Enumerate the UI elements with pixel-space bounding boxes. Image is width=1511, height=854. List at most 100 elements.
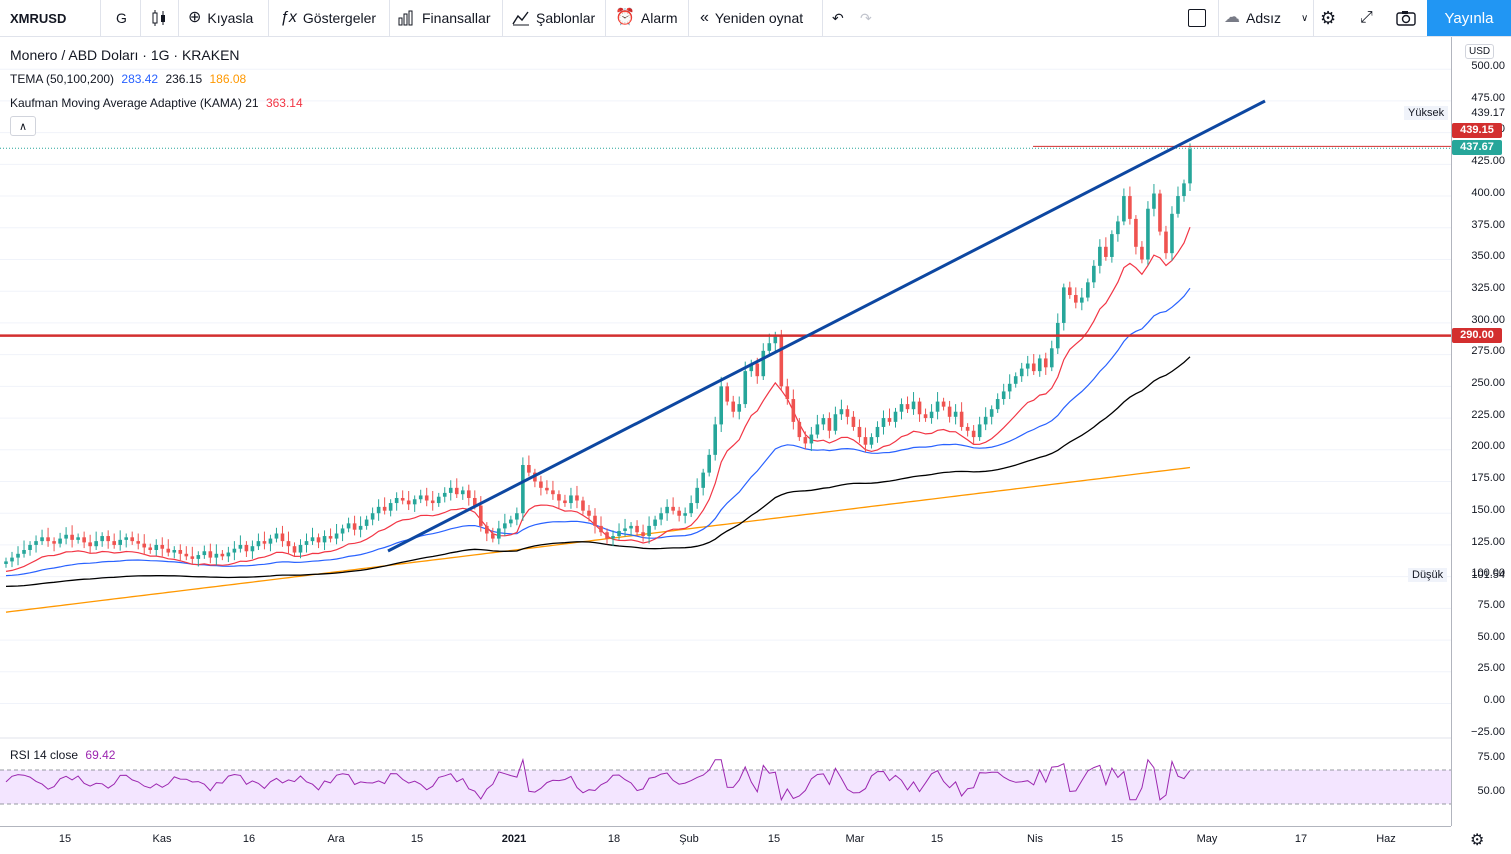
expand-button[interactable]: ⤢ [1360, 0, 1373, 36]
toolbar-divider [605, 0, 606, 36]
tema-name: TEMA (50,100,200) [10, 72, 115, 86]
tema-100-line [5, 356, 1191, 588]
candle-body [46, 537, 50, 542]
price-scale-label: 300.00 [1471, 313, 1505, 326]
candle-body [364, 519, 369, 526]
candle-body [683, 513, 687, 516]
candle-body [1116, 221, 1120, 235]
publish-button[interactable]: Yayınla [1427, 0, 1511, 36]
tema-legend[interactable]: TEMA (50,100,200) 283.42 236.15 186.08 [10, 72, 246, 86]
chart-type-button[interactable] [150, 0, 168, 36]
candle-body [118, 539, 122, 545]
financials-button[interactable]: Finansallar [398, 0, 490, 36]
candle-body [22, 549, 26, 554]
symbol-search-button[interactable]: XMRUSD [10, 10, 67, 26]
candle-body [749, 363, 754, 372]
candle-body [466, 490, 471, 498]
candle-body [232, 548, 237, 553]
settings-button[interactable]: ⚙ [1320, 0, 1336, 36]
price-scale-label: 125.00 [1471, 535, 1505, 548]
tema-50-line [5, 287, 1191, 577]
cloud-icon: ☁ [1224, 9, 1240, 26]
candle-body [635, 525, 639, 533]
alert-button[interactable]: ⏰ Alarm [615, 0, 677, 36]
candle-body [551, 490, 555, 495]
candle-body [196, 555, 201, 559]
snapshot-button[interactable] [1396, 0, 1416, 36]
horizontal-line-tag[interactable]: 290.00 [1452, 328, 1502, 343]
candle-body [485, 525, 489, 534]
candle-body [947, 406, 952, 417]
candle-body [1176, 196, 1180, 214]
candle-body [280, 533, 285, 542]
time-axis[interactable] [0, 826, 1451, 854]
chevron-down-icon: ∨ [1301, 12, 1309, 24]
candle-body [629, 525, 633, 529]
candle-body [1049, 348, 1054, 368]
candle-body [346, 523, 351, 529]
candle-body [358, 525, 363, 530]
candle-body [821, 418, 826, 425]
candle-body [1146, 208, 1150, 260]
redo-button[interactable]: ↷ [860, 0, 872, 36]
layout-name-button[interactable]: ☁ Adsız ∨ [1224, 0, 1308, 36]
candle-body [755, 363, 760, 377]
undo-button[interactable]: ↶ [832, 0, 844, 36]
kama-legend[interactable]: Kaufman Moving Average Adaptive (KAMA) 2… [10, 96, 303, 110]
candle-body [286, 541, 291, 547]
toolbar-divider [140, 0, 141, 36]
tema-value-1: 283.42 [121, 72, 159, 86]
replay-button[interactable]: « Yeniden oynat [700, 0, 803, 36]
candle-body [671, 506, 675, 511]
price-chart[interactable] [0, 37, 1451, 826]
fullscreen-toggle-button[interactable] [1188, 0, 1206, 36]
candle-body [851, 416, 856, 427]
interval-button[interactable]: G [116, 10, 127, 26]
candle-body [454, 487, 459, 495]
candle-body [869, 437, 874, 445]
candle-body [256, 541, 261, 547]
templates-button[interactable]: Şablonlar [512, 0, 595, 36]
toolbar-divider [822, 0, 823, 36]
candle-body [1001, 391, 1006, 400]
candle-body [262, 541, 267, 544]
trend-line-drawing[interactable] [387, 99, 1266, 553]
candle-body [1134, 218, 1138, 247]
candle-body [857, 426, 862, 438]
price-scale[interactable] [1451, 37, 1511, 826]
candle-body [88, 542, 92, 547]
candle-body [599, 525, 603, 533]
candle-body [719, 386, 724, 425]
candle-body [989, 409, 994, 417]
expand-icon: ⤢ [1360, 9, 1373, 26]
time-axis-label: Mar [845, 833, 865, 845]
rsi-legend[interactable]: RSI 14 close 69.42 [10, 748, 115, 762]
candle-body [815, 424, 820, 435]
candle-body [142, 543, 147, 548]
currency-button[interactable]: USD [1465, 44, 1495, 59]
candle-body [587, 510, 591, 516]
compare-button[interactable]: ⊕ Kıyasla [188, 0, 253, 36]
price-scale-label: 250.00 [1471, 377, 1505, 389]
candle-body [515, 513, 519, 520]
candle-body [491, 533, 495, 539]
candle-body [472, 497, 477, 506]
toolbar-divider [178, 0, 179, 36]
candle-body [923, 414, 928, 419]
candle-body [1104, 246, 1108, 257]
axis-settings-button[interactable]: ⚙ [1470, 830, 1484, 850]
candle-body [1098, 246, 1102, 266]
price-scale-label: 150.00 [1471, 503, 1505, 516]
candle-body [130, 537, 135, 542]
candle-body [400, 497, 405, 501]
candle-body [497, 528, 501, 539]
candle-body [593, 515, 597, 526]
rsi-line [5, 757, 1191, 802]
candle-body [545, 487, 549, 491]
time-axis-label: Haz [1376, 833, 1396, 845]
indicators-button[interactable]: ƒx Göstergeler [280, 0, 376, 36]
candle-body [1013, 376, 1018, 384]
candle-body [893, 411, 898, 422]
candle-body [322, 536, 327, 543]
collapse-legend-button[interactable]: ∧ [10, 116, 36, 136]
